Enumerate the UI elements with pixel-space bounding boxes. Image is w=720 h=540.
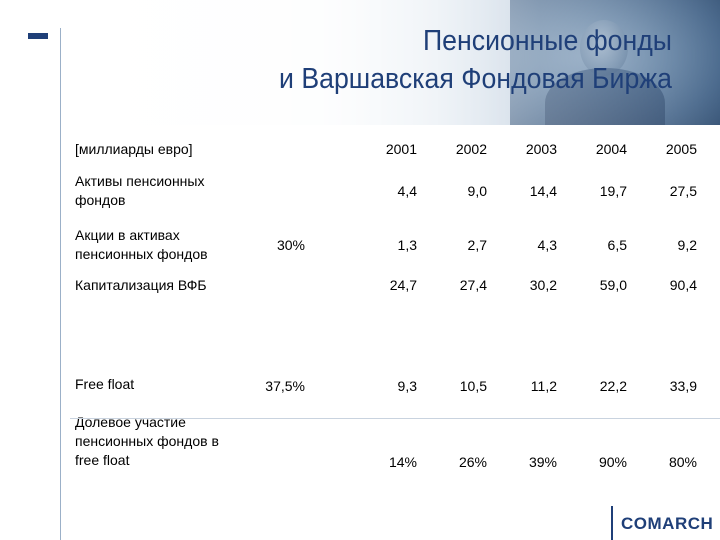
dash-decoration — [28, 33, 48, 39]
table-row: Акции в активах пенсионных фондов 30% 1,… — [75, 220, 697, 270]
table-cell: 27,5 — [669, 183, 697, 199]
slide-title: Пенсионные фонды и Варшавская Фондовая Б… — [157, 22, 672, 98]
table-row: Долевое участие пенсионных фондов в free… — [75, 394, 697, 470]
table-cell: 19,7 — [599, 183, 627, 199]
row-label: Акции в активах пенсионных фондов — [75, 220, 255, 270]
header-fade — [0, 0, 720, 125]
extra-col-header — [255, 136, 305, 162]
table-row: Капитализация ВФБ 24,7 27,4 30,2 59,0 90… — [75, 270, 697, 300]
row-extra — [255, 162, 305, 220]
table-cell: 80% — [668, 454, 697, 470]
table-cell: 26% — [458, 454, 487, 470]
table-cell: 24,7 — [389, 277, 417, 293]
title-line-1: Пенсионные фонды — [422, 25, 672, 57]
table-cell: 11,2 — [530, 378, 557, 394]
table-cell: 90% — [598, 454, 627, 470]
table-cell: 9,3 — [397, 378, 417, 394]
table-cell: 14% — [388, 454, 417, 470]
title-line-2: и Варшавская Фондовая Биржа — [279, 63, 672, 95]
table-cell: 2,7 — [467, 237, 487, 253]
table-row: Free float 37,5% 9,3 10,5 11,2 22,2 33,9 — [75, 300, 697, 394]
row-label-line: Акции в активах — [75, 227, 180, 243]
year-header: 2002 — [455, 141, 487, 157]
table-row: Активы пенсионных фондов 4,4 9,0 14,4 19… — [75, 162, 697, 220]
table-cell: 1,3 — [397, 237, 417, 253]
table-cell: 9,0 — [467, 183, 487, 199]
row-label-line: Free float — [75, 376, 135, 392]
table-cell: 10,5 — [459, 378, 487, 394]
table-cell: 30,2 — [529, 277, 557, 293]
comarch-logo: COMARCH — [621, 514, 714, 533]
year-header: 2001 — [385, 141, 417, 157]
row-label: Активы пенсионных фондов — [75, 162, 255, 220]
row-label-line: фондов — [75, 192, 126, 208]
row-label-line: Капитализация ВФБ — [75, 276, 207, 293]
table-cell: 22,2 — [599, 378, 627, 394]
vertical-guide-line — [60, 28, 61, 540]
row-label: Капитализация ВФБ — [75, 270, 255, 300]
table-bottom-rule — [70, 418, 720, 419]
logo-divider — [611, 506, 613, 540]
data-table: [миллиарды евро] 2001 2002 2003 2004 200… — [75, 136, 697, 471]
row-label: Free float — [75, 300, 255, 394]
table-cell: 9,2 — [677, 237, 697, 253]
row-label-line: Активы пенсионных — [75, 173, 205, 189]
row-label-line: Долевое участие — [75, 414, 186, 430]
table-cell: 33,9 — [669, 378, 697, 394]
row-extra: 30% — [276, 237, 305, 253]
row-label: Долевое участие пенсионных фондов в free… — [75, 394, 255, 470]
unit-label: [миллиарды евро] — [75, 140, 193, 157]
year-header: 2003 — [525, 141, 557, 157]
row-extra: 37,5% — [265, 378, 305, 394]
header-band — [0, 0, 720, 125]
table-cell: 27,4 — [459, 277, 487, 293]
table-cell: 14,4 — [529, 183, 557, 199]
table-cell: 59,0 — [599, 277, 627, 293]
row-extra — [255, 394, 305, 470]
row-label-line: пенсионных фондов в — [75, 433, 219, 449]
row-label-line: free float — [75, 452, 130, 468]
table-cell: 39% — [528, 454, 557, 470]
table-cell: 90,4 — [669, 277, 697, 293]
year-header: 2004 — [595, 141, 627, 157]
table-cell: 4,3 — [537, 237, 557, 253]
table-cell: 6,5 — [607, 237, 627, 253]
table-cell: 4,4 — [397, 183, 417, 199]
table-header-row: [миллиарды евро] 2001 2002 2003 2004 200… — [75, 136, 697, 162]
row-label-line: пенсионных фондов — [75, 246, 208, 262]
year-header: 2005 — [665, 141, 697, 157]
row-extra — [255, 270, 305, 300]
